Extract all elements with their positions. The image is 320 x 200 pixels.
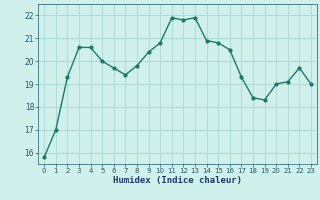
X-axis label: Humidex (Indice chaleur): Humidex (Indice chaleur): [113, 176, 242, 185]
